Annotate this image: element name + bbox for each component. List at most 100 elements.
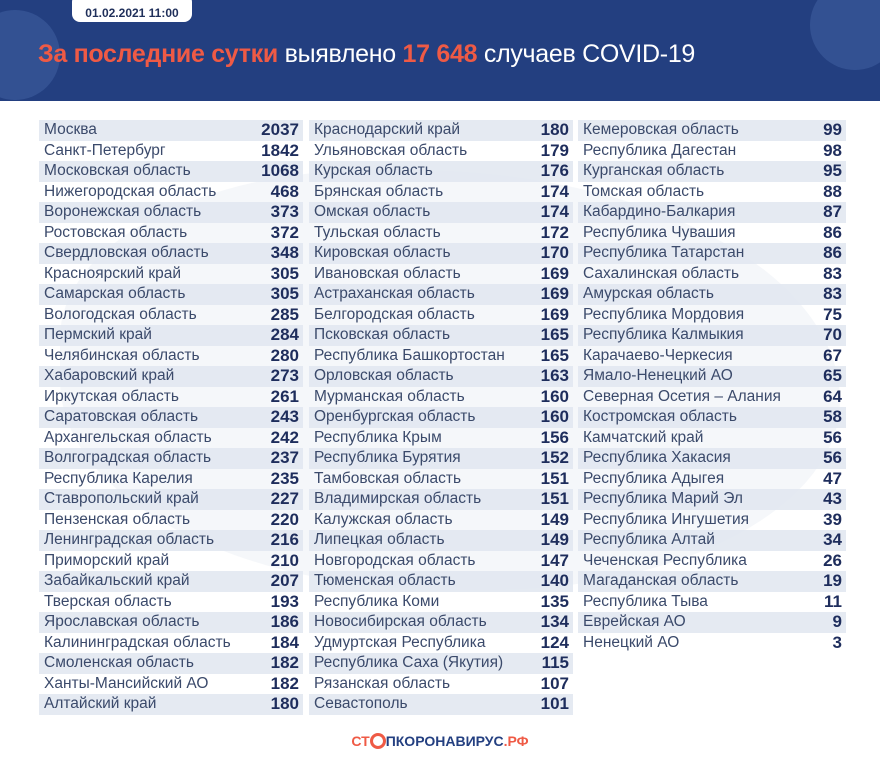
case-count: 273 (270, 366, 299, 386)
region-name: Кемеровская область (583, 121, 739, 139)
region-name: Удмуртская Республика (314, 633, 486, 651)
table-row: Республика Башкортостан 165 (309, 346, 573, 367)
region-name: Нижегородская область (44, 182, 217, 200)
case-count: 284 (270, 325, 299, 345)
case-count: 237 (270, 448, 299, 468)
region-name: Ярославская область (44, 613, 200, 631)
region-name: Челябинская область (44, 346, 200, 364)
table-row: Камчатский край 56 (578, 428, 846, 449)
table-row: Ростовская область 372 (39, 223, 303, 244)
case-count: 182 (270, 653, 299, 673)
table-row: Архангельская область 242 (39, 428, 303, 449)
region-name: Курская область (314, 162, 433, 180)
case-count: 163 (540, 366, 569, 386)
case-count: 176 (540, 161, 569, 181)
table-row: Красноярский край 305 (39, 264, 303, 285)
case-count: 165 (540, 345, 569, 365)
region-name: Ставропольский край (44, 490, 199, 508)
region-name: Белгородская область (314, 305, 475, 323)
case-count: 184 (270, 632, 299, 652)
table-row: Тюменская область 140 (309, 571, 573, 592)
region-name: Республика Саха (Якутия) (314, 654, 504, 672)
region-name: Свердловская область (44, 244, 209, 262)
region-name: Северная Осетия – Алания (583, 387, 781, 405)
region-name: Санкт-Петербург (44, 141, 166, 159)
table-row: Тверская область 193 (39, 592, 303, 613)
table-row: Санкт-Петербург 1842 (39, 141, 303, 162)
region-column-1: Москва 2037 Санкт-Петербург 1842 Московская … (39, 120, 303, 715)
case-count: 86 (823, 243, 842, 263)
case-count: 243 (270, 407, 299, 427)
case-count: 88 (823, 181, 842, 201)
region-name: Севастополь (314, 695, 408, 713)
region-name: Республика Тыва (583, 592, 708, 610)
table-row: Республика Марий Эл 43 (578, 489, 846, 510)
region-name: Тюменская область (314, 572, 456, 590)
case-count: 160 (540, 386, 569, 406)
table-row: Республика Тыва 11 (578, 592, 846, 613)
table-row: Саратовская область 243 (39, 407, 303, 428)
table-row: Республика Бурятия 152 (309, 448, 573, 469)
region-column-2: Краснодарский край 180 Ульяновская область… (309, 120, 573, 715)
case-count: 151 (540, 489, 569, 509)
region-name: Тамбовская область (314, 469, 462, 487)
region-name: Ненецкий АО (583, 633, 680, 651)
table-row: Курская область 176 (309, 161, 573, 182)
region-name: Забайкальский край (44, 572, 190, 590)
region-name: Саратовская область (44, 408, 199, 426)
region-name: Республика Бурятия (314, 449, 461, 467)
table-row: Кировская область 170 (309, 243, 573, 264)
table-row: Курганская область 95 (578, 161, 846, 182)
case-count: 67 (823, 345, 842, 365)
region-name: Псковская область (314, 326, 451, 344)
case-count: 2037 (261, 120, 299, 140)
table-row: Кабардино-Балкария 87 (578, 202, 846, 223)
table-row: Астраханская область 169 (309, 284, 573, 305)
case-count: 9 (832, 612, 842, 632)
table-row: Москва 2037 (39, 120, 303, 141)
case-count: 280 (270, 345, 299, 365)
region-name: Омская область (314, 203, 431, 221)
case-count: 170 (540, 243, 569, 263)
region-name: Тверская область (44, 592, 172, 610)
case-count: 87 (823, 202, 842, 222)
region-name: Костромская область (583, 408, 737, 426)
region-name: Оренбургская область (314, 408, 476, 426)
case-count: 305 (270, 284, 299, 304)
case-count: 26 (823, 550, 842, 570)
region-name: Пензенская область (44, 510, 191, 528)
table-row: Тамбовская область 151 (309, 469, 573, 490)
table-row: Краснодарский край 180 (309, 120, 573, 141)
case-count: 83 (823, 263, 842, 283)
table-row: Республика Крым 156 (309, 428, 573, 449)
case-count: 1068 (261, 161, 299, 181)
table-row: Вологодская область 285 (39, 305, 303, 326)
region-name: Кабардино-Балкария (583, 203, 736, 221)
table-row: Еврейская АО 9 (578, 612, 846, 633)
region-name: Вологодская область (44, 305, 197, 323)
table-row: Республика Алтай 34 (578, 530, 846, 551)
table-row: Калужская область 149 (309, 510, 573, 531)
table-row: Орловская область 163 (309, 366, 573, 387)
table-row: Республика Хакасия 56 (578, 448, 846, 469)
table-row: Забайкальский край 207 (39, 571, 303, 592)
region-name: Республика Адыгея (583, 469, 725, 487)
case-count: 216 (270, 530, 299, 550)
table-row: Республика Саха (Якутия) 115 (309, 653, 573, 674)
header-banner: 01.02.2021 11:00 За последние сутки выяв… (0, 0, 880, 101)
table-row: Пензенская область 220 (39, 510, 303, 531)
region-name: Республика Дагестан (583, 141, 737, 159)
case-count: 98 (823, 140, 842, 160)
region-name: Республика Чувашия (583, 223, 736, 241)
region-name: Сахалинская область (583, 264, 740, 282)
table-row: Владимирская область 151 (309, 489, 573, 510)
case-count: 75 (823, 304, 842, 324)
table-row: Ленинградская область 216 (39, 530, 303, 551)
case-count: 220 (270, 509, 299, 529)
region-name: Мурманская область (314, 387, 465, 405)
table-row: Приморский край 210 (39, 551, 303, 572)
table-row: Ставропольский край 227 (39, 489, 303, 510)
table-row: Республика Мордовия 75 (578, 305, 846, 326)
region-name: Ханты-Мансийский АО (44, 674, 209, 692)
case-count: 1842 (261, 140, 299, 160)
